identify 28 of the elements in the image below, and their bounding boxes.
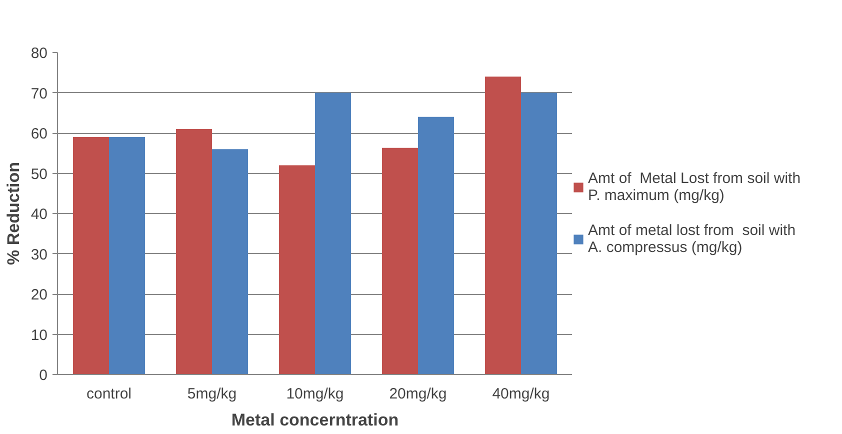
x-tick-label: 20mg/kg	[389, 386, 447, 402]
y-axis-title: % Reduction	[4, 162, 23, 265]
bar	[315, 92, 352, 374]
y-tick-label: 50	[30, 166, 48, 183]
y-tick-label: 70	[30, 85, 48, 102]
bar	[72, 137, 109, 374]
y-tick-label: 40	[30, 206, 48, 223]
x-tick-label: control	[86, 386, 132, 402]
x-axis-title: Metal concerntration	[231, 410, 399, 430]
y-tick-label: 60	[30, 126, 48, 142]
legend-label: Amt of metal lost from soil with A. compressus (mg/kg)	[588, 222, 796, 256]
bar	[521, 92, 558, 374]
legend-label: Amt of Metal Lost from soil with P. maximum (mg/kg)	[588, 170, 801, 204]
x-tick-label: 10mg/kg	[286, 386, 344, 402]
y-tick-label: 20	[30, 286, 48, 304]
bar	[382, 148, 418, 374]
bar	[278, 165, 315, 374]
bar	[109, 137, 146, 374]
y-tick-label: 0	[39, 367, 48, 384]
x-tick-label: 5mg/kg	[187, 386, 237, 402]
bar	[418, 116, 454, 374]
bar	[484, 76, 521, 374]
bar	[212, 149, 248, 374]
y-tick-label: 10	[30, 326, 48, 344]
bar	[176, 128, 212, 374]
y-tick-label: 30	[30, 246, 48, 264]
y-tick-label: 80	[30, 45, 48, 62]
x-tick-label: 40mg/kg	[492, 386, 550, 402]
